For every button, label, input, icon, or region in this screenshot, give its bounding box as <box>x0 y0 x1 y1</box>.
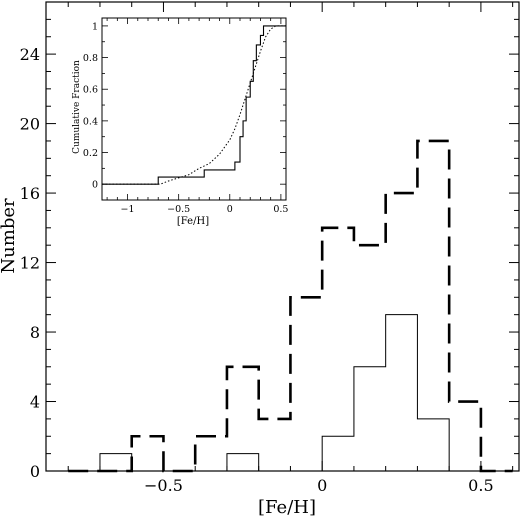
inset-x-tick-label: 0.5 <box>273 204 288 215</box>
inset-cumulative-dotted-series <box>102 25 286 185</box>
inset-y-axis-label: Cumulative Fraction <box>72 60 82 154</box>
y-tick-label: 20 <box>20 115 40 134</box>
main-y-axis-label: Number <box>0 198 19 274</box>
inset-frame <box>101 17 287 201</box>
x-tick-label: 0.5 <box>468 476 493 495</box>
inset-y-tick-label: 0.4 <box>83 116 98 127</box>
main-series <box>68 139 513 473</box>
main-x-axis-label: [Fe/H] <box>258 497 316 518</box>
x-tick-label: −0.5 <box>144 476 183 495</box>
inset-y-tick-label: 0.8 <box>83 53 98 64</box>
y-tick-label: 16 <box>20 184 40 203</box>
y-tick-label: 4 <box>30 393 40 412</box>
inset-y-tick-label: 1 <box>92 21 98 32</box>
inset-series <box>102 25 286 185</box>
y-tick-label: 12 <box>20 254 40 273</box>
y-tick-label: 0 <box>30 462 40 481</box>
x-tick-label: 0 <box>317 476 327 495</box>
inset-x-tick-label: 0 <box>227 204 233 215</box>
y-tick-label: 8 <box>30 323 40 342</box>
inset-background <box>100 16 288 200</box>
inset-y-tick-label: 0.2 <box>83 148 98 159</box>
inset-y-tick-label: 0.6 <box>83 85 98 96</box>
histogram-dashed-series <box>68 139 513 473</box>
histogram-solid-series <box>68 314 513 472</box>
inset-tick-labels: −1 −0.5 0 0.5 0 0.2 0.4 0.6 0.8 1 <box>83 21 289 215</box>
inset-x-tick-label: −0.5 <box>167 204 190 215</box>
y-tick-label: 24 <box>20 45 40 64</box>
inset-x-axis-label: [Fe/H] <box>177 216 209 227</box>
main-ticks <box>46 1 519 472</box>
inset-y-tick-label: 0 <box>92 180 98 191</box>
main-tick-labels: −0.5 0 0.5 0 4 8 12 16 20 24 <box>20 45 494 495</box>
inset-x-tick-label: −1 <box>121 204 135 215</box>
